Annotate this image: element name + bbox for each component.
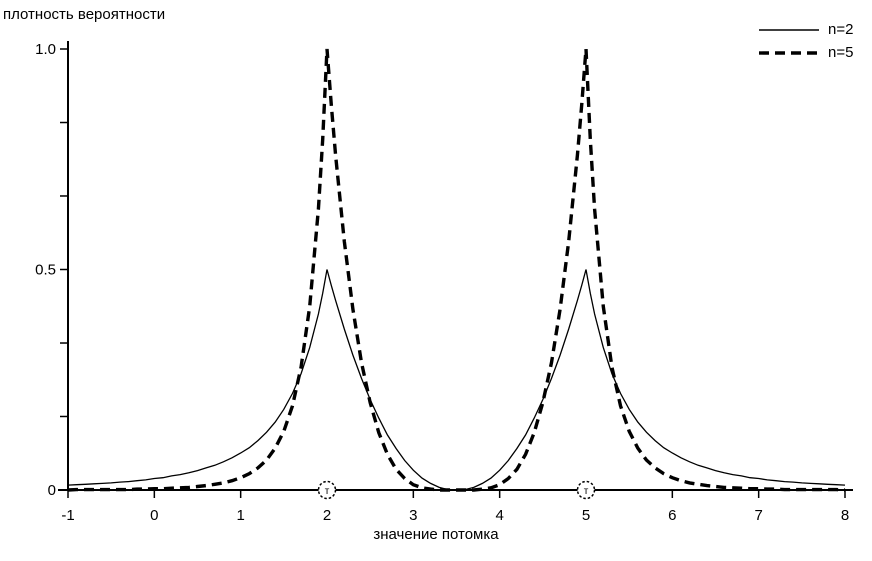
axis-marker-label: т [584,486,589,497]
legend-line-dashed-icon [759,50,819,55]
axis-marker-circle [317,480,337,500]
x-tick-label: 4 [495,507,503,524]
legend-label-n5: n=5 [828,44,854,61]
x-tick-label: 0 [150,507,158,524]
x-tick-label: 1 [236,507,244,524]
x-tick-label: 3 [409,507,417,524]
curve-n5 [67,48,846,492]
y-tick-label: 0.5 [35,262,56,279]
legend: n=2 n=5 [758,18,853,64]
x-tick-label: 7 [754,507,762,524]
x-tick-label: -1 [61,507,74,524]
x-axis-title: значение потомка [373,526,499,543]
axis-marker-circle [576,480,596,500]
x-tick-label: 6 [668,507,676,524]
x-tick-label: 8 [841,507,849,524]
legend-item-n5: n=5 [758,41,853,64]
legend-item-n2: n=2 [758,18,853,41]
x-tick-label: 2 [323,507,331,524]
axis-marker-label: т [325,486,330,497]
y-axis-title: плотность вероятности [3,6,166,23]
legend-label-n2: n=2 [828,21,854,38]
legend-line-solid-icon [759,28,819,31]
curve-n2 [67,269,846,491]
y-tick-label: 1.0 [35,41,56,58]
x-tick-label: 5 [582,507,590,524]
y-tick-label: 0 [48,482,56,499]
